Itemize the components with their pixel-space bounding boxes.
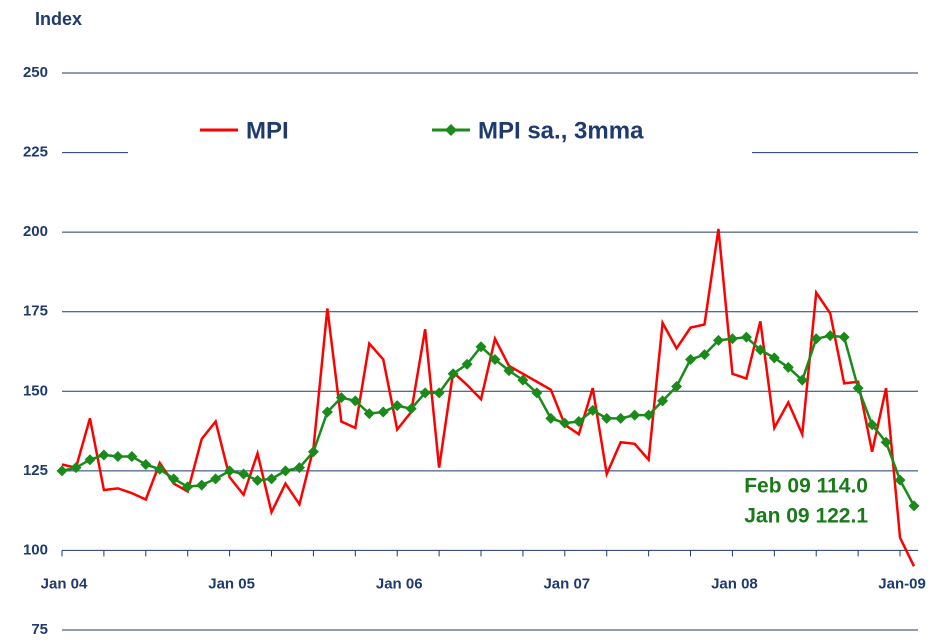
y-tick-label: 225 [23, 144, 48, 161]
annotation: Feb 09 114.0 [744, 475, 868, 498]
point-marker [168, 473, 180, 485]
point-marker [419, 387, 431, 399]
x-tick-label: Jan 07 [543, 575, 590, 592]
point-marker [685, 353, 697, 365]
point-marker [405, 403, 417, 415]
x-tick-label: Jan 04 [41, 575, 88, 592]
legend-label: MPI sa., 3mma [478, 117, 644, 144]
point-marker [810, 333, 822, 345]
point-marker [796, 374, 808, 386]
point-marker [866, 419, 878, 431]
point-marker [503, 365, 515, 377]
point-marker [307, 446, 319, 458]
point-marker [363, 408, 375, 420]
point-marker [643, 409, 655, 421]
point-marker [559, 417, 571, 429]
legend-marker [445, 124, 457, 136]
point-marker [712, 334, 724, 346]
y-tick-label: 100 [23, 541, 48, 558]
x-tick-label: Jan 08 [711, 575, 758, 592]
point-marker [112, 451, 124, 463]
y-tick-label: 200 [23, 223, 48, 240]
point-marker [210, 473, 222, 485]
point-marker [70, 462, 82, 474]
point-marker [84, 454, 96, 466]
point-marker [601, 412, 613, 424]
point-marker [838, 331, 850, 343]
point-marker [433, 387, 445, 399]
x-tick-label: Jan-09 [878, 575, 926, 592]
point-marker [154, 463, 166, 475]
series-line [61, 228, 916, 567]
point-marker [266, 473, 278, 485]
point-marker [754, 344, 766, 356]
point-marker [391, 400, 403, 412]
point-marker [126, 451, 138, 463]
point-marker [335, 392, 347, 404]
point-marker [56, 465, 68, 477]
y-tick-label: 175 [23, 303, 48, 320]
point-marker [238, 468, 250, 480]
point-marker [293, 462, 305, 474]
point-marker [657, 395, 669, 407]
point-marker [196, 479, 208, 491]
point-marker [615, 412, 627, 424]
legend-box [128, 105, 752, 175]
point-marker [852, 382, 864, 394]
point-marker [349, 395, 361, 407]
point-marker [489, 353, 501, 365]
point-marker [461, 358, 473, 370]
point-marker [475, 341, 487, 353]
point-marker [377, 406, 389, 418]
x-tick-label: Jan 05 [208, 575, 255, 592]
point-marker [894, 474, 906, 486]
legend-label: MPI [246, 117, 289, 144]
point-marker [279, 465, 291, 477]
point-marker [517, 374, 529, 386]
point-marker [880, 436, 892, 448]
point-marker [321, 406, 333, 418]
y-tick-label: 150 [23, 382, 48, 399]
point-marker [671, 381, 683, 393]
annotation: Jan 09 122.1 [744, 505, 868, 528]
point-marker [587, 404, 599, 416]
point-marker [629, 409, 641, 421]
x-tick-label: Jan 06 [376, 575, 423, 592]
y-tick-label: 250 [23, 64, 48, 81]
point-marker [698, 349, 710, 361]
point-marker [140, 458, 152, 470]
y-tick-label: 75 [31, 621, 48, 638]
point-marker [447, 368, 459, 380]
point-marker [98, 449, 110, 461]
point-marker [726, 333, 738, 345]
point-marker [182, 481, 194, 493]
point-marker [768, 352, 780, 364]
y-tick-label: 125 [23, 462, 48, 479]
chart-title: Index [35, 9, 82, 29]
point-marker [573, 416, 585, 428]
point-marker [531, 387, 543, 399]
point-marker [782, 361, 794, 373]
point-marker [224, 465, 236, 477]
point-marker [545, 412, 557, 424]
point-marker [908, 500, 920, 512]
point-marker [740, 331, 752, 343]
point-marker [824, 330, 836, 342]
point-marker [252, 474, 264, 486]
